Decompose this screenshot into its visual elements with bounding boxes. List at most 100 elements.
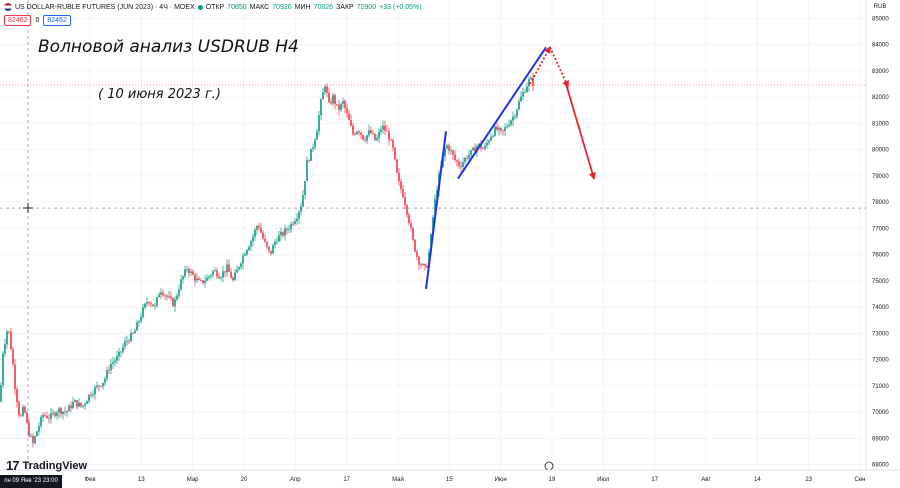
candle-up xyxy=(4,344,6,354)
candle-up xyxy=(104,378,106,383)
candle-up xyxy=(504,127,506,131)
candle-up xyxy=(220,277,222,279)
candle-up xyxy=(56,412,58,416)
candle-down xyxy=(394,147,396,160)
candle-up xyxy=(226,264,228,273)
price-tick-label: 69000 xyxy=(872,436,889,442)
candle-down xyxy=(482,148,484,150)
candle-up xyxy=(208,276,210,278)
tradingview-logo-text: TradingView xyxy=(22,459,88,472)
symbol-header: US DOLLAR-RUBLE FUTURES (JUN 2023) · 4Ч … xyxy=(4,3,422,11)
candle-up xyxy=(306,160,308,182)
candle-up xyxy=(508,124,510,127)
price-axis-panel[interactable] xyxy=(866,0,900,488)
candle-down xyxy=(350,120,352,126)
candle-up xyxy=(490,136,492,141)
candle-down xyxy=(358,131,360,133)
candle-up xyxy=(214,270,216,272)
candle-down xyxy=(132,333,134,334)
time-tick-label: Июл xyxy=(597,477,610,483)
candle-down xyxy=(46,415,48,419)
candle-down xyxy=(8,331,10,333)
low-value: 70826 xyxy=(313,3,334,11)
candle-down xyxy=(496,126,498,130)
candle-up xyxy=(244,254,246,256)
candle-up xyxy=(342,101,344,104)
forecast-dashed-arrow[interactable] xyxy=(549,46,569,88)
candle-down xyxy=(326,86,328,93)
candle-up xyxy=(52,412,54,414)
candle-up xyxy=(182,276,184,280)
candle-up xyxy=(134,330,136,334)
forecast-arrow[interactable] xyxy=(565,83,596,180)
candle-up xyxy=(156,297,158,306)
change-value: +33 (+0.05%) xyxy=(379,3,422,11)
candle-down xyxy=(20,415,22,417)
candle-up xyxy=(376,138,378,141)
candle-up xyxy=(86,401,88,404)
candle-up xyxy=(112,362,114,364)
candle-up xyxy=(212,271,214,276)
time-tick-label: Июн xyxy=(495,477,507,483)
candle-up xyxy=(88,394,90,402)
candle-up xyxy=(528,79,530,87)
crosshair-icon[interactable] xyxy=(23,203,33,214)
candle-up xyxy=(320,99,322,116)
close-label: ЗАКР xyxy=(336,3,354,11)
candle-down xyxy=(18,402,20,416)
candle-up xyxy=(478,143,480,146)
price-tick-label: 82000 xyxy=(872,95,889,101)
candle-down xyxy=(188,268,190,274)
candle-up xyxy=(6,331,8,345)
candle-up xyxy=(288,229,290,230)
candle-down xyxy=(26,412,28,423)
forecast-dashed-arrow[interactable] xyxy=(529,45,551,85)
candle-up xyxy=(176,295,178,300)
candle-up xyxy=(74,400,76,402)
price-tick-label: 79000 xyxy=(872,174,889,180)
candle-up xyxy=(254,229,256,237)
candle-up xyxy=(486,142,488,146)
candle-up xyxy=(422,263,424,265)
candle-up xyxy=(140,316,142,322)
annotation-title[interactable]: Волновой анализ USDRUB H4 xyxy=(38,37,299,57)
buy-price-pill[interactable]: 82462 xyxy=(43,15,71,26)
candle-up xyxy=(190,271,192,274)
candle-down xyxy=(268,246,270,251)
candle-up xyxy=(322,92,324,100)
low-label: МИН xyxy=(294,3,311,11)
candle-down xyxy=(44,414,46,416)
wave-trend-line[interactable] xyxy=(425,131,447,289)
candle-down xyxy=(282,232,284,236)
candle-up xyxy=(110,363,112,371)
clock-icon[interactable] xyxy=(544,461,554,471)
candle-down xyxy=(418,256,420,265)
candle-up xyxy=(274,241,276,246)
annotation-date[interactable]: ( 10 июня 2023 г.) xyxy=(98,87,221,102)
time-tick-label: 17 xyxy=(343,477,350,483)
candle-down xyxy=(216,270,218,277)
candle-down xyxy=(172,298,174,307)
time-tick-label: 15 xyxy=(446,477,453,483)
candle-up xyxy=(58,408,60,413)
price-tick-label: 68000 xyxy=(872,463,889,469)
candle-down xyxy=(458,161,460,166)
candle-up xyxy=(512,116,514,121)
tradingview-logo[interactable]: 17 TradingView xyxy=(6,458,87,473)
candle-up xyxy=(146,302,148,304)
candle-down xyxy=(260,227,262,233)
candle-down xyxy=(452,150,454,155)
wave-trend-line[interactable] xyxy=(457,46,547,180)
candle-down xyxy=(384,125,386,131)
candle-down xyxy=(410,223,412,229)
candle-up xyxy=(506,126,508,128)
symbol-title[interactable]: US DOLLAR-RUBLE FUTURES (JUN 2023) · 4Ч … xyxy=(15,3,195,11)
candle-down xyxy=(414,239,416,252)
candle-up xyxy=(382,125,384,130)
sell-price-pill[interactable]: 82462 xyxy=(4,15,32,26)
candle-down xyxy=(372,133,374,134)
candle-up xyxy=(312,147,314,149)
price-axis: RUB 68000 69000 70000 71000 72000 73000 74000 75… xyxy=(865,0,900,488)
candle-down xyxy=(128,340,130,342)
